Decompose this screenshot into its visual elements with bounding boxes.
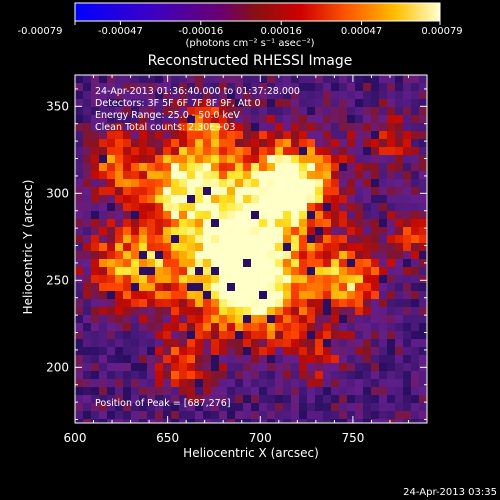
reconstructed-image (75, 75, 427, 423)
colorbar-tick-label: -0.00047 (98, 26, 143, 37)
y-tick-label: 200 (46, 360, 69, 374)
x-tick-label: 700 (249, 431, 272, 445)
plot-frame (74, 74, 428, 424)
x-tick-label: 650 (156, 431, 179, 445)
colorbar (74, 2, 441, 22)
x-tick-label: 750 (341, 431, 364, 445)
axis-ticks: 600 650 700 750 200 250 300 350 (46, 75, 428, 445)
colorbar-tick-label: 0.00079 (421, 26, 462, 37)
colorbar-tick-label: 0.00016 (261, 26, 302, 37)
colorbar-tick-label: -0.00016 (178, 26, 223, 37)
colorbar-ticks: -0.00079 -0.00047 -0.00016 0.00016 0.00047 0.… (18, 21, 463, 37)
colorbar-tick-label: 0.00047 (341, 26, 382, 37)
y-tick-label: 250 (46, 273, 69, 287)
y-tick-label: 300 (46, 186, 69, 200)
colorbar-tick-label: -0.00079 (18, 26, 63, 37)
x-tick-label: 600 (64, 431, 87, 445)
y-tick-label: 350 (46, 99, 69, 113)
